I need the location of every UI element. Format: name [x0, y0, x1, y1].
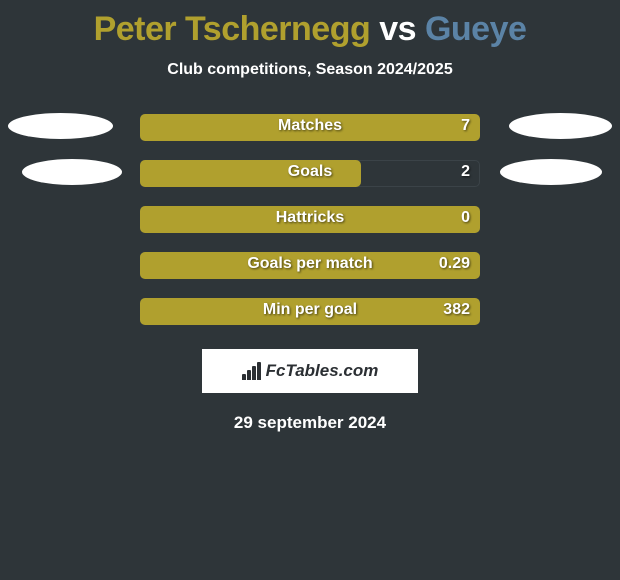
player2-name: Gueye — [425, 10, 526, 48]
stat-row: Min per goal382 — [0, 295, 620, 341]
left-ellipse-icon — [22, 159, 122, 185]
stat-row: Matches7 — [0, 111, 620, 157]
bar-fill — [140, 298, 480, 325]
logo-chart-icon — [242, 362, 262, 380]
vs-text: vs — [370, 10, 425, 48]
date-text: 29 september 2024 — [0, 413, 620, 433]
subtitle: Club competitions, Season 2024/2025 — [0, 61, 620, 79]
comparison-chart: Matches7Goals2Hattricks0Goals per match0… — [0, 111, 620, 341]
stat-row: Goals per match0.29 — [0, 249, 620, 295]
stat-row: Goals2 — [0, 157, 620, 203]
logo-box: FcTables.com — [202, 349, 418, 393]
bar-fill — [140, 114, 480, 141]
left-ellipse-icon — [8, 113, 113, 139]
bar-fill — [140, 160, 361, 187]
player1-name: Peter Tschernegg — [94, 10, 371, 48]
bar-fill — [140, 206, 480, 233]
right-ellipse-icon — [500, 159, 602, 185]
logo-text: FcTables.com — [266, 361, 379, 381]
stat-row: Hattricks0 — [0, 203, 620, 249]
bar-fill — [140, 252, 480, 279]
page-title: Peter Tschernegg vs Gueye — [0, 0, 620, 49]
right-ellipse-icon — [509, 113, 612, 139]
